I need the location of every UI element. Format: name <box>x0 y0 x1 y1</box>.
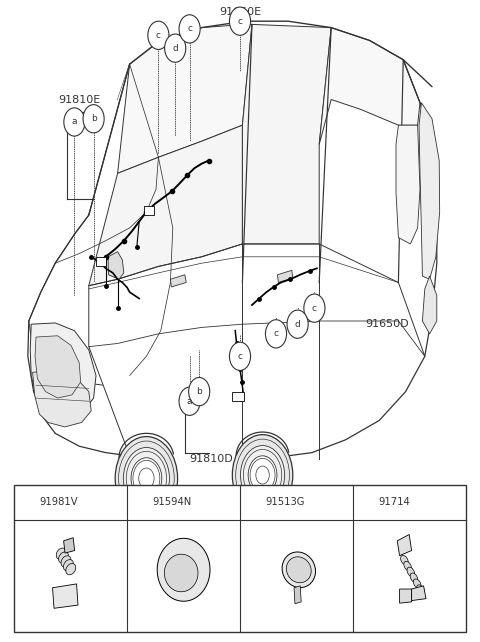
Text: 91650D: 91650D <box>365 319 408 329</box>
Circle shape <box>132 492 149 514</box>
Circle shape <box>115 437 178 520</box>
Polygon shape <box>89 125 242 286</box>
Circle shape <box>358 492 374 514</box>
Polygon shape <box>242 24 331 244</box>
Circle shape <box>179 387 200 415</box>
Text: a: a <box>25 498 31 507</box>
Ellipse shape <box>61 556 71 567</box>
Text: c: c <box>187 24 192 33</box>
Text: d: d <box>363 498 369 507</box>
Text: 91650E: 91650E <box>219 6 261 17</box>
Polygon shape <box>419 103 440 279</box>
Ellipse shape <box>287 557 311 583</box>
Polygon shape <box>118 24 252 173</box>
Circle shape <box>165 34 186 62</box>
Bar <box>96 257 106 266</box>
Text: d: d <box>295 320 300 329</box>
Circle shape <box>229 342 251 370</box>
Circle shape <box>20 492 36 514</box>
Circle shape <box>189 377 210 406</box>
Ellipse shape <box>66 564 76 575</box>
Text: c: c <box>251 498 256 507</box>
Ellipse shape <box>401 555 408 565</box>
Ellipse shape <box>413 579 421 589</box>
Text: c: c <box>312 304 317 313</box>
Circle shape <box>287 310 308 338</box>
Text: 91810E: 91810E <box>58 94 100 105</box>
Text: b: b <box>91 114 96 123</box>
Polygon shape <box>397 534 412 555</box>
Text: 91810D: 91810D <box>189 454 233 464</box>
Polygon shape <box>30 323 96 421</box>
Polygon shape <box>19 6 446 475</box>
Polygon shape <box>29 64 173 385</box>
Circle shape <box>304 294 325 322</box>
Ellipse shape <box>417 585 424 594</box>
Circle shape <box>229 7 251 35</box>
Ellipse shape <box>282 552 315 587</box>
Circle shape <box>265 320 287 348</box>
Text: c: c <box>274 329 278 338</box>
Polygon shape <box>89 21 437 459</box>
Polygon shape <box>52 584 78 608</box>
Ellipse shape <box>59 552 69 563</box>
Text: c: c <box>156 31 161 40</box>
Polygon shape <box>422 276 437 334</box>
Text: c: c <box>238 17 242 26</box>
Circle shape <box>131 458 162 499</box>
Polygon shape <box>294 586 301 604</box>
Polygon shape <box>399 589 412 603</box>
Polygon shape <box>108 252 124 279</box>
Text: 91981V: 91981V <box>40 498 78 507</box>
Bar <box>144 206 154 215</box>
Bar <box>232 392 244 401</box>
Polygon shape <box>412 586 426 601</box>
Text: b: b <box>138 498 144 507</box>
Text: c: c <box>238 352 242 361</box>
Text: b: b <box>196 387 202 396</box>
Text: 91513G: 91513G <box>265 498 305 507</box>
Circle shape <box>245 492 262 514</box>
Polygon shape <box>319 28 420 144</box>
Circle shape <box>64 108 85 136</box>
Circle shape <box>123 447 169 509</box>
Ellipse shape <box>404 561 411 571</box>
Polygon shape <box>165 554 198 592</box>
Circle shape <box>232 435 293 516</box>
Polygon shape <box>33 371 91 427</box>
Ellipse shape <box>63 560 73 571</box>
Text: a: a <box>187 397 192 406</box>
Text: d: d <box>172 44 178 53</box>
Text: 91594N: 91594N <box>153 498 192 507</box>
Text: a: a <box>72 117 77 126</box>
Circle shape <box>83 105 104 133</box>
Polygon shape <box>170 275 186 287</box>
Polygon shape <box>35 336 81 398</box>
Polygon shape <box>277 270 293 282</box>
Ellipse shape <box>56 548 66 559</box>
Ellipse shape <box>410 573 418 582</box>
Text: 91714: 91714 <box>378 498 410 507</box>
Polygon shape <box>396 125 420 244</box>
Circle shape <box>179 15 200 43</box>
Polygon shape <box>157 539 210 601</box>
Circle shape <box>240 446 285 505</box>
Ellipse shape <box>407 567 415 577</box>
Circle shape <box>148 21 169 49</box>
Bar <box>14 485 466 632</box>
Circle shape <box>248 456 277 494</box>
Polygon shape <box>63 537 75 553</box>
